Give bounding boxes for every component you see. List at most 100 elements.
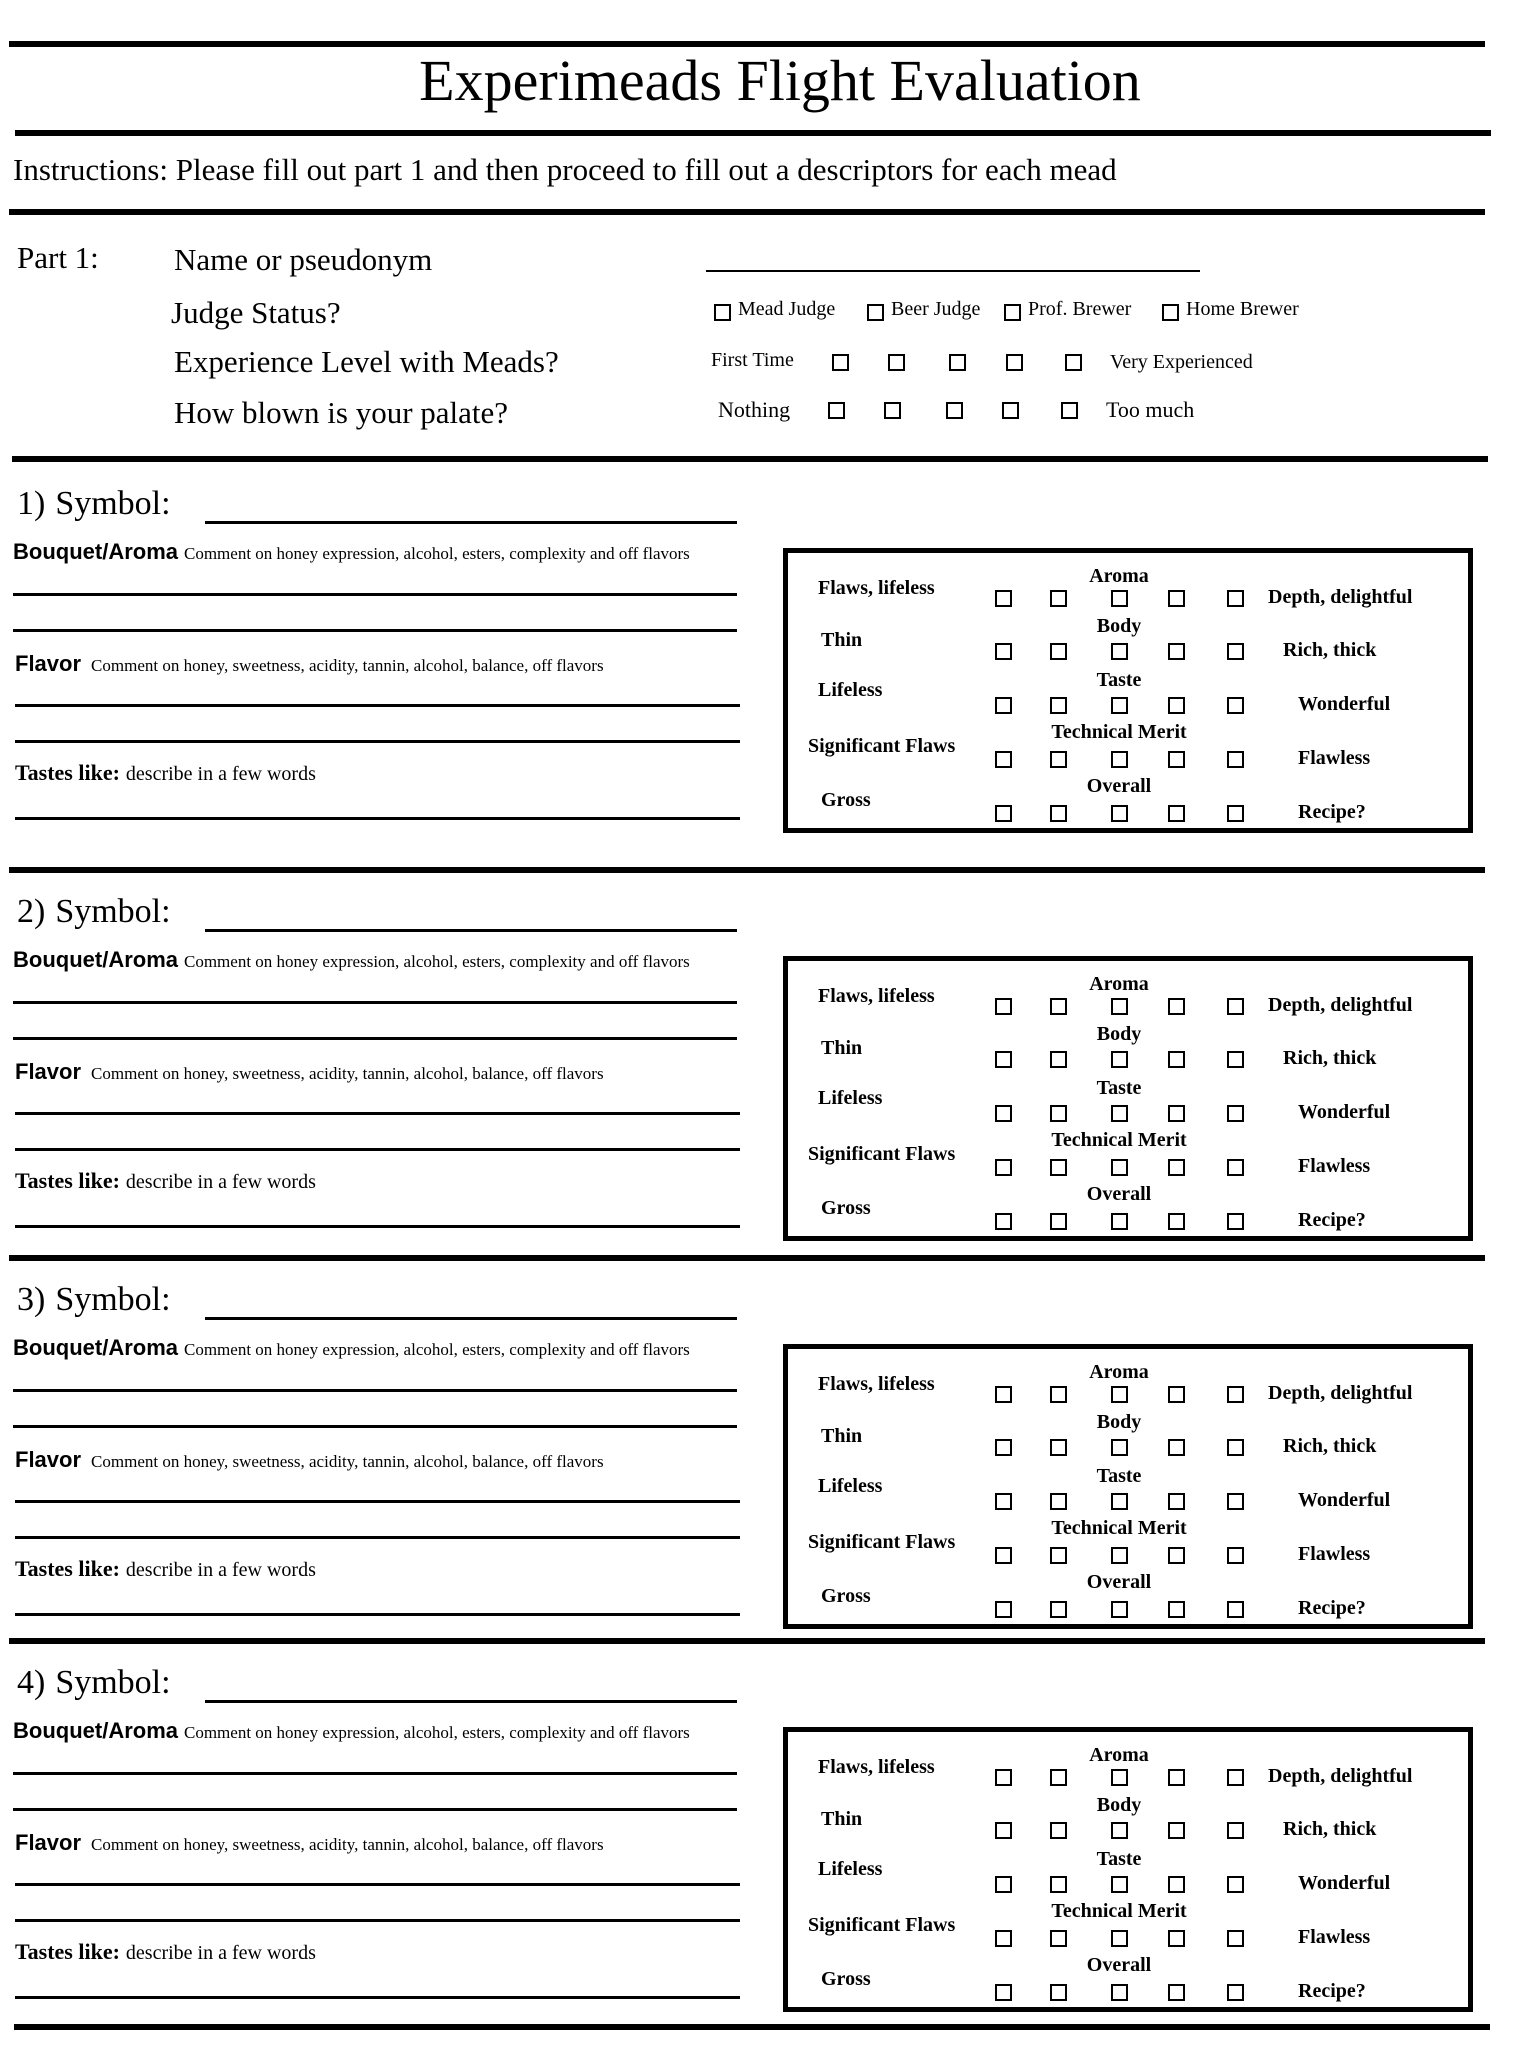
taste-rating-checkbox[interactable] [995,1493,1012,1510]
technical-merit-rating-checkbox[interactable] [995,1930,1012,1947]
aroma-rating-checkbox[interactable] [1111,998,1128,1015]
overall-rating-checkbox[interactable] [1227,1213,1244,1230]
technical-merit-rating-checkbox[interactable] [1227,1930,1244,1947]
technical-merit-rating-checkbox[interactable] [1168,751,1185,768]
overall-rating-checkbox[interactable] [1050,1213,1067,1230]
taste-rating-checkbox[interactable] [1168,1105,1185,1122]
overall-rating-checkbox[interactable] [1168,1601,1185,1618]
taste-rating-checkbox[interactable] [1050,1493,1067,1510]
bouquet-line[interactable] [13,1389,737,1392]
flavor-line[interactable] [15,1500,740,1503]
technical-merit-rating-checkbox[interactable] [1050,1930,1067,1947]
symbol-field[interactable] [205,929,737,932]
aroma-rating-checkbox[interactable] [1168,1386,1185,1403]
tastes-line[interactable] [15,817,740,820]
body-rating-checkbox[interactable] [1227,1822,1244,1839]
bouquet-line[interactable] [13,1037,737,1040]
technical-merit-rating-checkbox[interactable] [1227,1159,1244,1176]
aroma-rating-checkbox[interactable] [995,998,1012,1015]
name-field[interactable] [706,270,1200,272]
overall-rating-checkbox[interactable] [995,1601,1012,1618]
technical-merit-rating-checkbox[interactable] [1168,1930,1185,1947]
bouquet-line[interactable] [13,593,737,596]
flavor-line[interactable] [15,1148,740,1151]
technical-merit-rating-checkbox[interactable] [995,751,1012,768]
taste-rating-checkbox[interactable] [1168,1493,1185,1510]
body-rating-checkbox[interactable] [995,643,1012,660]
taste-rating-checkbox[interactable] [1227,1105,1244,1122]
experience-checkbox[interactable] [832,354,849,371]
body-rating-checkbox[interactable] [1227,643,1244,660]
body-rating-checkbox[interactable] [1227,1051,1244,1068]
taste-rating-checkbox[interactable] [1227,1493,1244,1510]
overall-rating-checkbox[interactable] [1227,805,1244,822]
overall-rating-checkbox[interactable] [995,1984,1012,2001]
taste-rating-checkbox[interactable] [1050,1876,1067,1893]
judge-option-checkbox[interactable] [714,304,731,321]
technical-merit-rating-checkbox[interactable] [1168,1547,1185,1564]
aroma-rating-checkbox[interactable] [1050,590,1067,607]
aroma-rating-checkbox[interactable] [995,590,1012,607]
tastes-line[interactable] [15,1996,740,1999]
body-rating-checkbox[interactable] [1168,643,1185,660]
aroma-rating-checkbox[interactable] [995,1769,1012,1786]
palate-checkbox[interactable] [946,402,963,419]
taste-rating-checkbox[interactable] [995,697,1012,714]
body-rating-checkbox[interactable] [1227,1439,1244,1456]
overall-rating-checkbox[interactable] [1227,1984,1244,2001]
technical-merit-rating-checkbox[interactable] [1168,1159,1185,1176]
judge-option-checkbox[interactable] [1162,304,1179,321]
flavor-line[interactable] [15,740,740,743]
palate-checkbox[interactable] [828,402,845,419]
taste-rating-checkbox[interactable] [1050,697,1067,714]
taste-rating-checkbox[interactable] [995,1876,1012,1893]
experience-checkbox[interactable] [1065,354,1082,371]
taste-rating-checkbox[interactable] [1227,1876,1244,1893]
body-rating-checkbox[interactable] [1050,1439,1067,1456]
technical-merit-rating-checkbox[interactable] [1227,1547,1244,1564]
taste-rating-checkbox[interactable] [1050,1105,1067,1122]
bouquet-line[interactable] [13,1808,737,1811]
overall-rating-checkbox[interactable] [1111,1984,1128,2001]
body-rating-checkbox[interactable] [1111,1822,1128,1839]
aroma-rating-checkbox[interactable] [1168,590,1185,607]
overall-rating-checkbox[interactable] [1111,805,1128,822]
aroma-rating-checkbox[interactable] [1111,590,1128,607]
overall-rating-checkbox[interactable] [1050,805,1067,822]
taste-rating-checkbox[interactable] [1168,697,1185,714]
technical-merit-rating-checkbox[interactable] [1050,1547,1067,1564]
bouquet-line[interactable] [13,1772,737,1775]
overall-rating-checkbox[interactable] [1050,1984,1067,2001]
experience-checkbox[interactable] [888,354,905,371]
overall-rating-checkbox[interactable] [1227,1601,1244,1618]
palate-checkbox[interactable] [1061,402,1078,419]
aroma-rating-checkbox[interactable] [1050,1386,1067,1403]
tastes-line[interactable] [15,1225,740,1228]
taste-rating-checkbox[interactable] [1111,1105,1128,1122]
taste-rating-checkbox[interactable] [1111,1876,1128,1893]
overall-rating-checkbox[interactable] [1168,805,1185,822]
body-rating-checkbox[interactable] [1168,1822,1185,1839]
technical-merit-rating-checkbox[interactable] [1111,1547,1128,1564]
taste-rating-checkbox[interactable] [995,1105,1012,1122]
body-rating-checkbox[interactable] [995,1822,1012,1839]
flavor-line[interactable] [15,1112,740,1115]
body-rating-checkbox[interactable] [1168,1051,1185,1068]
judge-option-checkbox[interactable] [1004,304,1021,321]
flavor-line[interactable] [15,1536,740,1539]
technical-merit-rating-checkbox[interactable] [1050,751,1067,768]
aroma-rating-checkbox[interactable] [1227,1386,1244,1403]
aroma-rating-checkbox[interactable] [1227,1769,1244,1786]
overall-rating-checkbox[interactable] [1168,1984,1185,2001]
taste-rating-checkbox[interactable] [1111,1493,1128,1510]
judge-option-checkbox[interactable] [867,304,884,321]
taste-rating-checkbox[interactable] [1227,697,1244,714]
body-rating-checkbox[interactable] [1111,1439,1128,1456]
overall-rating-checkbox[interactable] [1111,1213,1128,1230]
technical-merit-rating-checkbox[interactable] [1111,1159,1128,1176]
technical-merit-rating-checkbox[interactable] [1227,751,1244,768]
symbol-field[interactable] [205,1317,737,1320]
aroma-rating-checkbox[interactable] [1111,1386,1128,1403]
technical-merit-rating-checkbox[interactable] [1050,1159,1067,1176]
aroma-rating-checkbox[interactable] [1168,1769,1185,1786]
